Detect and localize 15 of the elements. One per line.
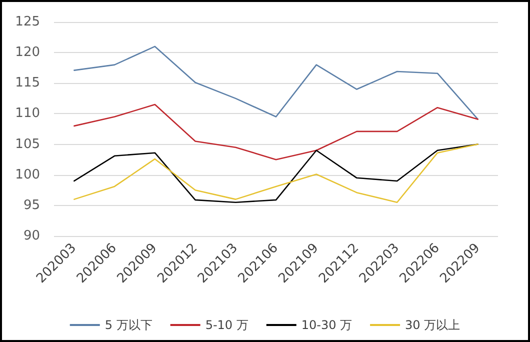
y-tick-label: 90 bbox=[23, 228, 40, 244]
legend-label: 30 万以上 bbox=[405, 318, 460, 332]
y-tick-label: 95 bbox=[23, 198, 40, 213]
legend-label: 5-10 万 bbox=[205, 318, 248, 332]
line-series bbox=[74, 46, 478, 120]
y-tick-label: 125 bbox=[15, 14, 40, 30]
legend-label: 5 万以下 bbox=[104, 318, 152, 332]
y-tick-label: 105 bbox=[15, 136, 40, 152]
y-tick-label: 115 bbox=[15, 76, 40, 91]
y-tick-label: 110 bbox=[15, 106, 40, 122]
legend-label: 10-30 万 bbox=[301, 318, 352, 332]
line-series bbox=[74, 144, 478, 204]
line-series bbox=[74, 104, 478, 160]
y-tick-label: 120 bbox=[15, 45, 40, 60]
y-tick-label: 100 bbox=[15, 167, 40, 182]
